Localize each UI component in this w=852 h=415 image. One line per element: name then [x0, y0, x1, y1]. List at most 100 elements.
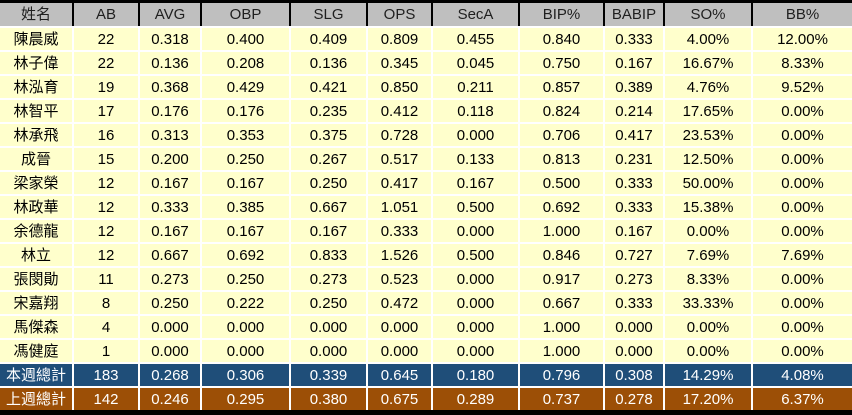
cell-avg[interactable]: 0.667: [140, 244, 200, 266]
cell-seca[interactable]: 0.000: [433, 316, 518, 338]
total-last-week-cell-bip-pct[interactable]: 0.737: [520, 388, 603, 410]
cell-seca[interactable]: 0.045: [433, 52, 518, 74]
cell-bip-pct[interactable]: 1.000: [520, 220, 603, 242]
cell-so-pct[interactable]: 4.00%: [665, 28, 751, 50]
cell-babip[interactable]: 0.000: [605, 340, 663, 362]
cell-ops[interactable]: 0.523: [368, 268, 431, 290]
total-this-week-cell-bb-pct[interactable]: 4.08%: [753, 364, 852, 386]
cell-name[interactable]: 馬傑森: [0, 316, 72, 338]
cell-avg[interactable]: 0.136: [140, 52, 200, 74]
cell-babip[interactable]: 0.333: [605, 292, 663, 314]
column-header-ab[interactable]: AB: [74, 3, 138, 26]
cell-avg[interactable]: 0.200: [140, 148, 200, 170]
cell-slg[interactable]: 0.667: [291, 196, 366, 218]
total-this-week-cell-so-pct[interactable]: 14.29%: [665, 364, 751, 386]
cell-ops[interactable]: 1.526: [368, 244, 431, 266]
cell-avg[interactable]: 0.167: [140, 172, 200, 194]
cell-ab[interactable]: 8: [74, 292, 138, 314]
column-header-avg[interactable]: AVG: [140, 3, 200, 26]
cell-ops[interactable]: 0.000: [368, 316, 431, 338]
cell-slg[interactable]: 0.000: [291, 340, 366, 362]
cell-bb-pct[interactable]: 12.00%: [753, 28, 852, 50]
total-last-week-cell-avg[interactable]: 0.246: [140, 388, 200, 410]
cell-ops[interactable]: 0.417: [368, 172, 431, 194]
cell-seca[interactable]: 0.118: [433, 100, 518, 122]
cell-obp[interactable]: 0.250: [202, 148, 289, 170]
cell-ab[interactable]: 4: [74, 316, 138, 338]
cell-bb-pct[interactable]: 9.52%: [753, 76, 852, 98]
cell-bip-pct[interactable]: 0.750: [520, 52, 603, 74]
cell-bb-pct[interactable]: 8.33%: [753, 52, 852, 74]
cell-name[interactable]: 林承飛: [0, 124, 72, 146]
cell-so-pct[interactable]: 17.65%: [665, 100, 751, 122]
cell-bb-pct[interactable]: 0.00%: [753, 220, 852, 242]
total-this-week-cell-ab[interactable]: 183: [74, 364, 138, 386]
total-this-week-cell-ops[interactable]: 0.645: [368, 364, 431, 386]
cell-avg[interactable]: 0.000: [140, 340, 200, 362]
cell-ops[interactable]: 0.333: [368, 220, 431, 242]
cell-bb-pct[interactable]: 0.00%: [753, 340, 852, 362]
cell-avg[interactable]: 0.368: [140, 76, 200, 98]
cell-babip[interactable]: 0.167: [605, 220, 663, 242]
cell-obp[interactable]: 0.176: [202, 100, 289, 122]
total-last-week-cell-babip[interactable]: 0.278: [605, 388, 663, 410]
cell-ops[interactable]: 1.051: [368, 196, 431, 218]
total-last-week-cell-ops[interactable]: 0.675: [368, 388, 431, 410]
cell-slg[interactable]: 0.250: [291, 172, 366, 194]
cell-so-pct[interactable]: 7.69%: [665, 244, 751, 266]
cell-ab[interactable]: 12: [74, 244, 138, 266]
cell-seca[interactable]: 0.000: [433, 340, 518, 362]
cell-ops[interactable]: 0.412: [368, 100, 431, 122]
cell-name[interactable]: 張閔勛: [0, 268, 72, 290]
total-last-week-cell-so-pct[interactable]: 17.20%: [665, 388, 751, 410]
cell-avg[interactable]: 0.318: [140, 28, 200, 50]
cell-babip[interactable]: 0.231: [605, 148, 663, 170]
cell-ab[interactable]: 1: [74, 340, 138, 362]
cell-so-pct[interactable]: 12.50%: [665, 148, 751, 170]
cell-avg[interactable]: 0.000: [140, 316, 200, 338]
cell-obp[interactable]: 0.000: [202, 316, 289, 338]
cell-bip-pct[interactable]: 0.824: [520, 100, 603, 122]
cell-bip-pct[interactable]: 0.857: [520, 76, 603, 98]
cell-ab[interactable]: 12: [74, 220, 138, 242]
column-header-name[interactable]: 姓名: [0, 3, 72, 26]
cell-bip-pct[interactable]: 1.000: [520, 340, 603, 362]
total-last-week-cell-name[interactable]: 上週總計: [0, 388, 72, 410]
cell-name[interactable]: 林泓育: [0, 76, 72, 98]
cell-avg[interactable]: 0.313: [140, 124, 200, 146]
cell-ab[interactable]: 15: [74, 148, 138, 170]
cell-name[interactable]: 馮健庭: [0, 340, 72, 362]
cell-babip[interactable]: 0.417: [605, 124, 663, 146]
cell-bip-pct[interactable]: 0.840: [520, 28, 603, 50]
cell-ab[interactable]: 12: [74, 196, 138, 218]
cell-so-pct[interactable]: 16.67%: [665, 52, 751, 74]
column-header-bb-pct[interactable]: BB%: [753, 3, 852, 26]
cell-ab[interactable]: 22: [74, 28, 138, 50]
cell-slg[interactable]: 0.000: [291, 316, 366, 338]
cell-slg[interactable]: 0.375: [291, 124, 366, 146]
cell-name[interactable]: 陳晨威: [0, 28, 72, 50]
total-this-week-cell-slg[interactable]: 0.339: [291, 364, 366, 386]
cell-babip[interactable]: 0.389: [605, 76, 663, 98]
column-header-obp[interactable]: OBP: [202, 3, 289, 26]
cell-avg[interactable]: 0.167: [140, 220, 200, 242]
cell-name[interactable]: 林政華: [0, 196, 72, 218]
cell-name[interactable]: 余德龍: [0, 220, 72, 242]
cell-name[interactable]: 林子偉: [0, 52, 72, 74]
cell-bb-pct[interactable]: 0.00%: [753, 292, 852, 314]
column-header-slg[interactable]: SLG: [291, 3, 366, 26]
cell-ops[interactable]: 0.728: [368, 124, 431, 146]
cell-seca[interactable]: 0.455: [433, 28, 518, 50]
cell-ab[interactable]: 11: [74, 268, 138, 290]
cell-avg[interactable]: 0.333: [140, 196, 200, 218]
cell-bip-pct[interactable]: 0.813: [520, 148, 603, 170]
cell-so-pct[interactable]: 4.76%: [665, 76, 751, 98]
cell-babip[interactable]: 0.214: [605, 100, 663, 122]
cell-seca[interactable]: 0.211: [433, 76, 518, 98]
cell-obp[interactable]: 0.208: [202, 52, 289, 74]
cell-name[interactable]: 梁家榮: [0, 172, 72, 194]
total-last-week-cell-seca[interactable]: 0.289: [433, 388, 518, 410]
cell-ab[interactable]: 12: [74, 172, 138, 194]
cell-bip-pct[interactable]: 0.917: [520, 268, 603, 290]
cell-ops[interactable]: 0.472: [368, 292, 431, 314]
